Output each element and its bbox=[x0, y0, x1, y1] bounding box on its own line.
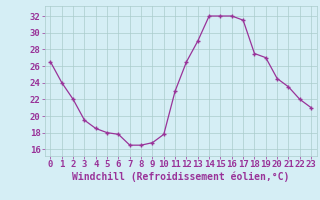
X-axis label: Windchill (Refroidissement éolien,°C): Windchill (Refroidissement éolien,°C) bbox=[72, 172, 290, 182]
